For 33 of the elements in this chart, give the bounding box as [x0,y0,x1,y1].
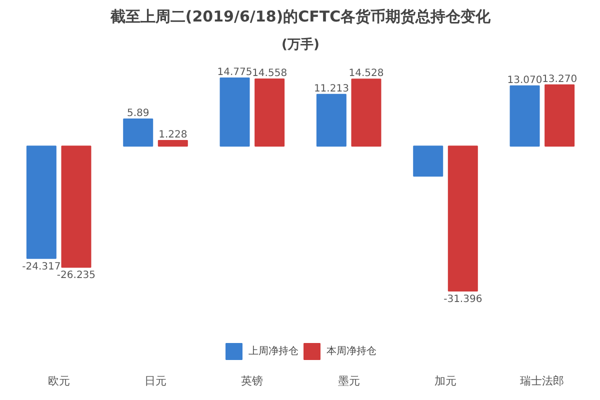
data-label: -26.235 [56,270,96,282]
chart-title: 截至上周二(2019/6/18)的CFTC各货币期货总持仓变化 [109,8,492,26]
chart-subtitle: (万手) [282,36,320,52]
data-label: 5.89 [126,108,150,119]
data-label: 13.070 [507,74,542,86]
data-label: 14.558 [252,68,288,79]
x-tick-label: 英镑 [241,374,264,388]
bar [254,78,285,147]
bar [413,146,444,177]
data-label: 1.228 [158,129,188,140]
legend-label: 上周净持仓 [248,344,298,358]
x-tick-label: 日元 [144,374,166,388]
legend-label: 本周净持仓 [326,344,376,358]
data-label: 13.270 [542,74,578,85]
bar [61,146,92,268]
x-tick-label: 加元 [434,374,456,388]
data-label: 14.528 [348,68,384,80]
bar [158,140,188,147]
data-label: 14.775 [217,66,252,78]
bar [220,77,250,147]
bar [544,84,575,147]
bar [26,146,56,259]
x-tick-label: 欧元 [48,374,70,388]
x-tick-label: 瑞士法郎 [520,374,564,388]
bar [351,78,382,147]
data-label: -31.396 [444,294,482,306]
bar [448,146,478,292]
data-label: -24.317 [22,261,61,272]
data-label: 11.213 [314,83,349,94]
bar [316,94,346,147]
bar [123,118,154,147]
bar [510,85,540,147]
x-tick-label: 墨元 [338,374,360,388]
